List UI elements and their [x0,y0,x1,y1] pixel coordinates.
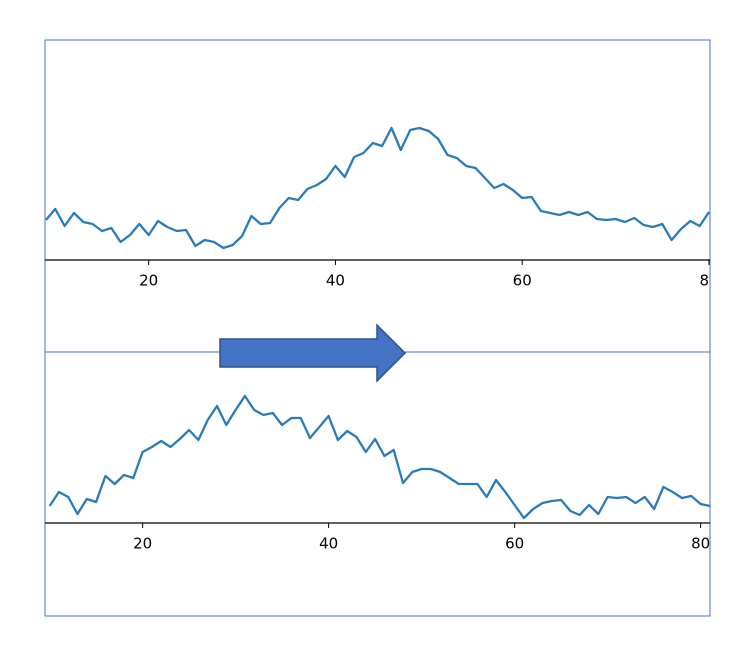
frame [44,39,711,617]
x-tick-label: 80 [699,272,718,290]
x-tick-label: 60 [505,535,524,553]
x-tick-label: 60 [513,272,532,290]
x-tick-label: 20 [133,535,152,553]
x-tick-label: 80 [691,535,710,553]
x-tick-label: 40 [319,535,338,553]
x-tick-label: 20 [139,272,158,290]
plots: 20 40 60 80 20 40 60 80 [45,126,718,553]
x-tick-label: 40 [326,272,345,290]
data-line [45,126,710,250]
arrow [219,323,407,383]
data-line [48,394,710,520]
